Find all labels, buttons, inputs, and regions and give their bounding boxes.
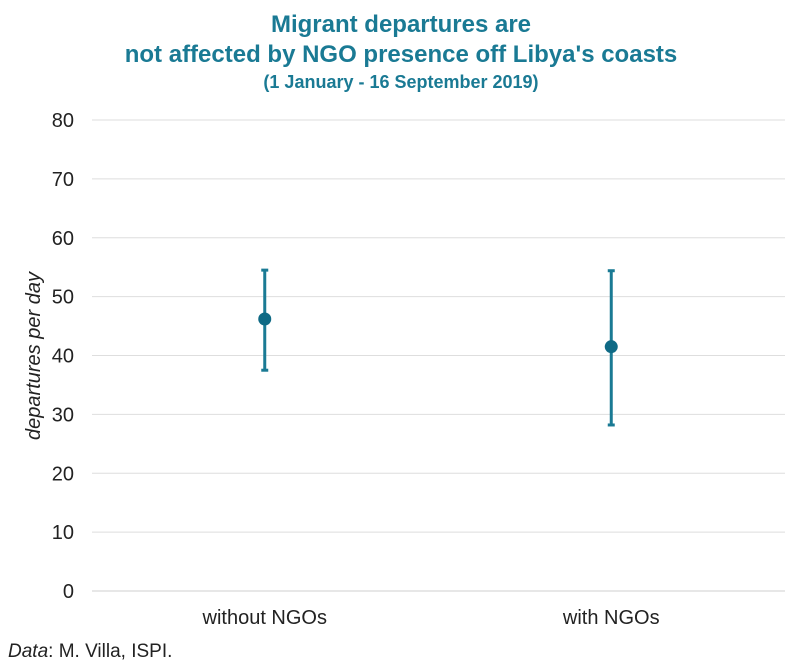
data-series [258, 268, 618, 427]
y-tick-label: 80 [52, 110, 74, 132]
x-category-label: without NGOs [202, 607, 327, 629]
y-tick-label: 0 [63, 581, 74, 603]
chart-subtitle: (1 January - 16 September 2019) [263, 72, 539, 92]
chart-title-line-2: not affected by NGO presence off Libya's… [124, 41, 678, 68]
y-tick-label: 50 [52, 287, 74, 309]
source-label: Data [8, 641, 49, 662]
y-tick-label: 20 [52, 463, 74, 485]
y-tick-label: 70 [52, 169, 74, 191]
y-tick-label: 60 [52, 228, 74, 250]
y-axis-ticks: 0 10 20 30 40 50 60 70 80 [52, 110, 74, 603]
data-point [604, 340, 618, 354]
data-point [258, 312, 272, 326]
chart-title: Migrant departures are not affected by N… [0, 10, 802, 94]
y-axis-title: departures per day [23, 271, 45, 440]
y-tick-label: 30 [52, 404, 74, 426]
source-note: Data: M. Villa, ISPI. [8, 641, 172, 663]
x-axis-categories: without NGOs with NGOs [202, 607, 660, 629]
x-category-label: with NGOs [562, 607, 660, 629]
chart-title-line-1: Migrant departures are [270, 11, 532, 38]
source-text: : M. Villa, ISPI. [48, 641, 173, 662]
gridlines [92, 119, 785, 592]
y-tick-label: 40 [52, 346, 74, 368]
y-tick-label: 10 [52, 522, 74, 544]
